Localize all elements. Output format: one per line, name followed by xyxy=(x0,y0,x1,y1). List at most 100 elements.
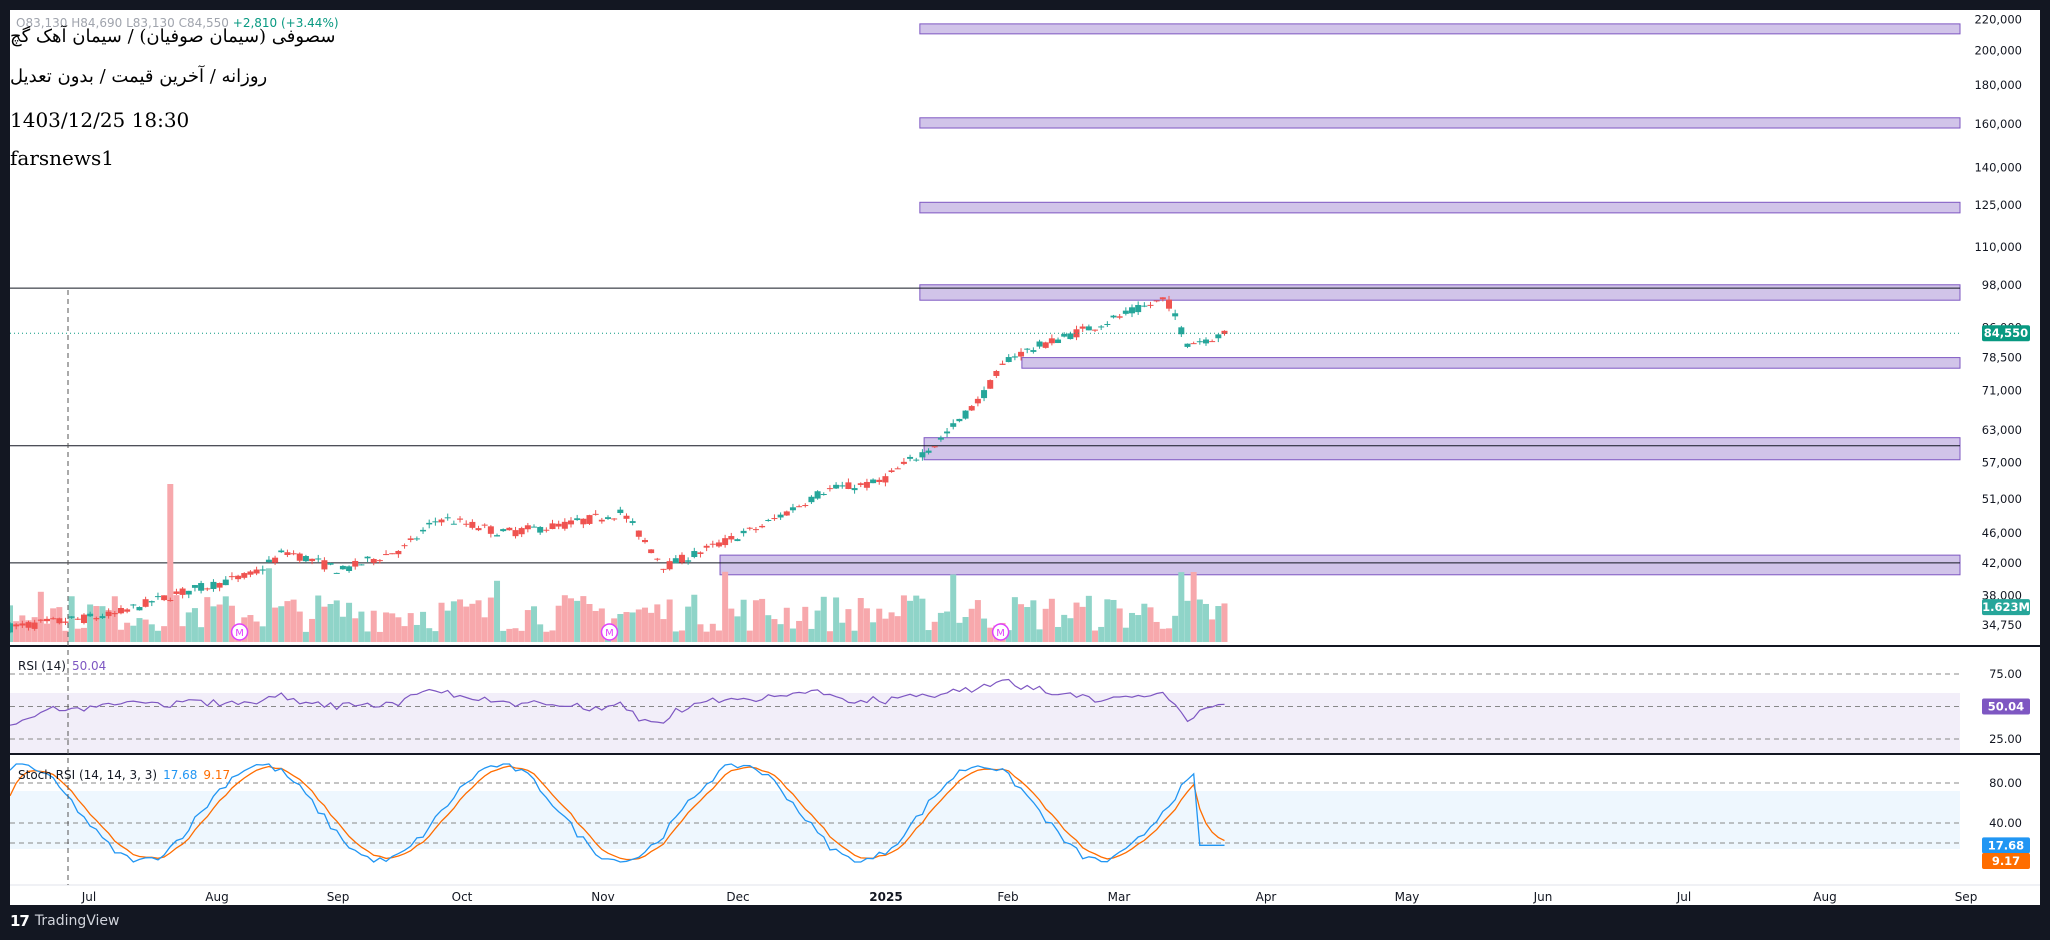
volume-bar xyxy=(789,628,796,642)
candle-body xyxy=(765,520,772,522)
volume-bar xyxy=(420,611,427,642)
volume-bar xyxy=(278,606,285,642)
stoch-d-badge-bg xyxy=(1982,853,2030,869)
candle-body xyxy=(759,525,766,528)
volume-bar xyxy=(253,621,260,642)
time-label-7: Feb xyxy=(997,890,1018,904)
candle-body xyxy=(549,523,556,530)
volume-bar xyxy=(1098,626,1105,642)
volume-bar xyxy=(457,599,464,642)
volume-bar xyxy=(524,610,531,642)
volume-bar xyxy=(481,617,488,642)
candle-body xyxy=(863,481,870,488)
stoch-legend[interactable]: Stoch RSI (14, 14, 3, 3) 17.68 9.17 xyxy=(18,768,230,782)
volume-bar xyxy=(19,615,26,642)
candle-body xyxy=(993,371,1000,376)
volume-bar xyxy=(783,607,790,642)
rsi-tick-0: 75.00 xyxy=(1989,667,2022,681)
candle-body xyxy=(734,539,741,542)
candle-body xyxy=(309,558,316,562)
volume-bar xyxy=(1024,607,1031,642)
candle-body xyxy=(728,536,735,540)
volume-bar xyxy=(561,595,568,642)
candle-body xyxy=(1190,343,1197,345)
volume-bar xyxy=(666,599,673,642)
candle-body xyxy=(105,611,112,617)
volume-bar xyxy=(56,607,63,642)
candle-body xyxy=(204,588,211,590)
earnings-marker-1 xyxy=(600,623,619,641)
candle-body xyxy=(1221,330,1228,334)
volume-bar xyxy=(697,624,704,642)
candle-body xyxy=(524,525,531,530)
candle-body xyxy=(919,452,926,458)
candle-body xyxy=(777,514,784,518)
volume-bar xyxy=(1030,600,1037,642)
last-price-badge-bg xyxy=(1982,325,2030,342)
time-label-4: Nov xyxy=(591,890,614,904)
volume-bar xyxy=(13,621,20,642)
candle-body xyxy=(1092,329,1099,331)
volume-bar xyxy=(154,630,161,642)
volume-bars xyxy=(10,484,1228,642)
candle-body xyxy=(1005,357,1012,363)
candle-body xyxy=(469,521,476,528)
volume-bar xyxy=(358,611,365,642)
volume-bar xyxy=(364,631,371,642)
volume-bar xyxy=(1073,602,1080,642)
tradingview-logo[interactable]: 17 TradingView xyxy=(10,912,119,930)
volume-bar xyxy=(1221,603,1228,642)
candle-body xyxy=(278,550,285,553)
candle-body xyxy=(987,380,994,389)
candle-body xyxy=(796,506,803,508)
candle-body xyxy=(962,410,969,419)
candle-body xyxy=(31,622,38,629)
volume-bar xyxy=(617,614,624,642)
candle-body xyxy=(1011,356,1018,358)
price-chart[interactable]: M M M 220,000 200,000 180,000 160,000 140,000 1… xyxy=(10,10,2040,905)
candle-body xyxy=(346,566,353,572)
candle-body xyxy=(506,527,513,531)
chart-area[interactable]: M M M 220,000 200,000 180,000 160,000 140,000 1… xyxy=(10,10,2040,905)
rsi-legend[interactable]: RSI (14) 50.04 xyxy=(18,659,106,673)
volume-bar xyxy=(746,630,753,642)
volume-bar xyxy=(309,618,316,642)
candle-body xyxy=(931,446,938,448)
time-label-13: Aug xyxy=(1813,890,1836,904)
volume-bar xyxy=(1061,614,1068,642)
candle-body xyxy=(37,619,44,621)
candle-body xyxy=(617,509,624,514)
candle-body xyxy=(130,604,137,606)
volume-bar xyxy=(691,594,698,642)
volume-bar xyxy=(771,619,778,642)
candle-body xyxy=(111,613,118,615)
candle-body xyxy=(820,494,827,496)
volume-bar xyxy=(315,595,322,642)
candle-body xyxy=(833,484,840,489)
rsi-badge: 50.04 xyxy=(1988,699,2024,713)
candle-body xyxy=(142,599,149,607)
volume-bar xyxy=(228,605,235,642)
volume-bar xyxy=(62,630,69,642)
volume-bar xyxy=(1018,604,1025,642)
zones xyxy=(719,23,1961,576)
candle-body xyxy=(302,556,309,562)
earnings-marker-label-1: M xyxy=(605,628,614,639)
candle-body xyxy=(173,591,180,594)
volume-bar xyxy=(913,595,920,642)
candle-body xyxy=(1165,299,1172,309)
volume-bar xyxy=(1104,599,1111,642)
volume-bar xyxy=(1042,608,1049,642)
volume-bar xyxy=(728,608,735,642)
volume-bar xyxy=(919,598,926,642)
volume-bar xyxy=(37,591,44,642)
ohlc-values: O83,130 H84,690 L83,130 C84,550 xyxy=(16,16,229,30)
volume-bar xyxy=(1055,626,1062,642)
price-axis: 220,000 200,000 180,000 160,000 140,000 125,0… xyxy=(1974,12,2022,830)
earnings-marker-2 xyxy=(991,623,1010,641)
volume-bar xyxy=(1165,628,1172,642)
candle-body xyxy=(333,572,340,574)
volume-bar xyxy=(401,626,408,642)
volume-bar xyxy=(1202,603,1209,642)
price-tick-11: 63,000 xyxy=(1982,423,2022,437)
